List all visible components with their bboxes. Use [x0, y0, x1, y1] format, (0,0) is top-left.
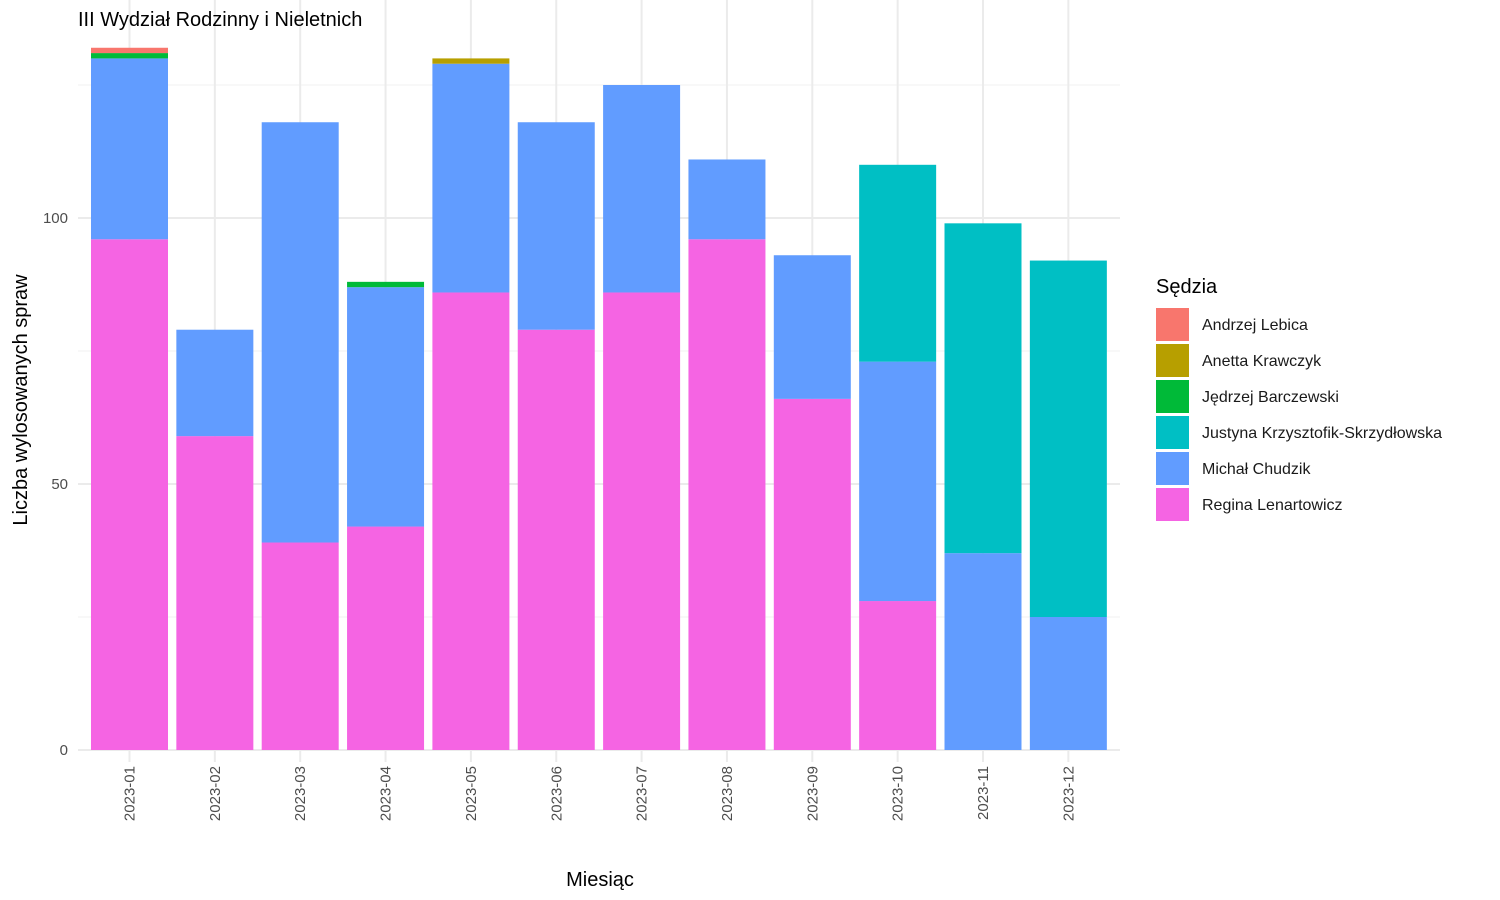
bar-segment — [347, 287, 425, 527]
legend-swatch — [1156, 344, 1189, 377]
x-tick-label: 2023-03 — [292, 766, 309, 821]
legend-swatch — [1156, 416, 1189, 449]
legend-title: Sędzia — [1156, 276, 1218, 298]
bar-segment — [91, 47, 168, 54]
bars — [91, 47, 1107, 750]
y-axis-ticks: 0 50 100 — [43, 210, 68, 759]
x-tick-label: 2023-06 — [548, 766, 565, 821]
bar-segment — [91, 58, 168, 240]
y-axis-title: Liczba wylosowanych spraw — [10, 274, 32, 526]
y-tick-label: 0 — [60, 742, 68, 759]
x-axis-ticks: 2023-01 2023-02 2023-03 2023-04 2023-05 2023-… — [122, 766, 1078, 821]
legend-items: Andrzej Lebica Anetta Krawczyk Jędrzej Bar… — [1156, 308, 1442, 521]
bar-segment — [688, 239, 766, 750]
bar-segment — [859, 361, 937, 602]
bar-segment — [261, 542, 339, 750]
bar-segment — [432, 58, 510, 64]
bar-segment — [773, 398, 851, 750]
bar-segment — [944, 223, 1022, 554]
legend-label: Anetta Krawczyk — [1202, 353, 1322, 370]
bar-segment — [432, 292, 510, 750]
bar-segment — [603, 292, 681, 750]
bar-segment — [517, 122, 595, 330]
x-tick-label: 2023-10 — [890, 766, 907, 821]
bar-segment — [347, 281, 425, 288]
bar-segment — [773, 255, 851, 399]
bar-segment — [859, 164, 937, 362]
x-tick-label: 2023-12 — [1060, 766, 1077, 821]
bar-segment — [517, 329, 595, 750]
bar-segment — [176, 436, 254, 750]
legend-label: Regina Lenartowicz — [1202, 497, 1343, 514]
bar-segment — [688, 159, 766, 240]
chart-title: III Wydział Rodzinny i Nieletnich — [78, 9, 362, 31]
x-tick-label: 2023-08 — [719, 766, 736, 821]
x-axis-title: Miesiąc — [566, 869, 634, 891]
bar-segment — [261, 122, 339, 543]
x-tick-label: 2023-02 — [207, 766, 224, 821]
y-tick-label: 50 — [51, 476, 68, 493]
legend-label: Andrzej Lebica — [1202, 317, 1308, 334]
bar-segment — [347, 526, 425, 750]
bar-segment — [944, 553, 1022, 750]
bar-segment — [1029, 260, 1107, 617]
x-tick-label: 2023-07 — [634, 766, 651, 821]
legend-swatch — [1156, 488, 1189, 521]
x-tick-label: 2023-09 — [804, 766, 821, 821]
legend-swatch — [1156, 308, 1189, 341]
bar-segment — [432, 63, 510, 293]
bar-segment — [603, 85, 681, 293]
legend: Sędzia Andrzej Lebica Anetta Krawczyk Jędr… — [1156, 276, 1442, 521]
y-tick-label: 100 — [43, 210, 68, 227]
x-tick-label: 2023-05 — [463, 766, 480, 821]
bar-segment — [1029, 617, 1107, 750]
legend-swatch — [1156, 452, 1189, 485]
legend-swatch — [1156, 380, 1189, 413]
legend-label: Justyna Krzysztofik-Skrzydłowska — [1202, 425, 1442, 442]
bar-segment — [91, 53, 168, 59]
legend-label: Jędrzej Barczewski — [1202, 389, 1339, 406]
bar-segment — [859, 601, 937, 750]
bar-segment — [176, 329, 254, 437]
x-tick-label: 2023-04 — [378, 766, 395, 821]
bar-segment — [91, 239, 168, 750]
x-tick-label: 2023-01 — [122, 766, 139, 821]
legend-label: Michał Chudzik — [1202, 461, 1311, 478]
x-tick-label: 2023-11 — [975, 766, 992, 820]
